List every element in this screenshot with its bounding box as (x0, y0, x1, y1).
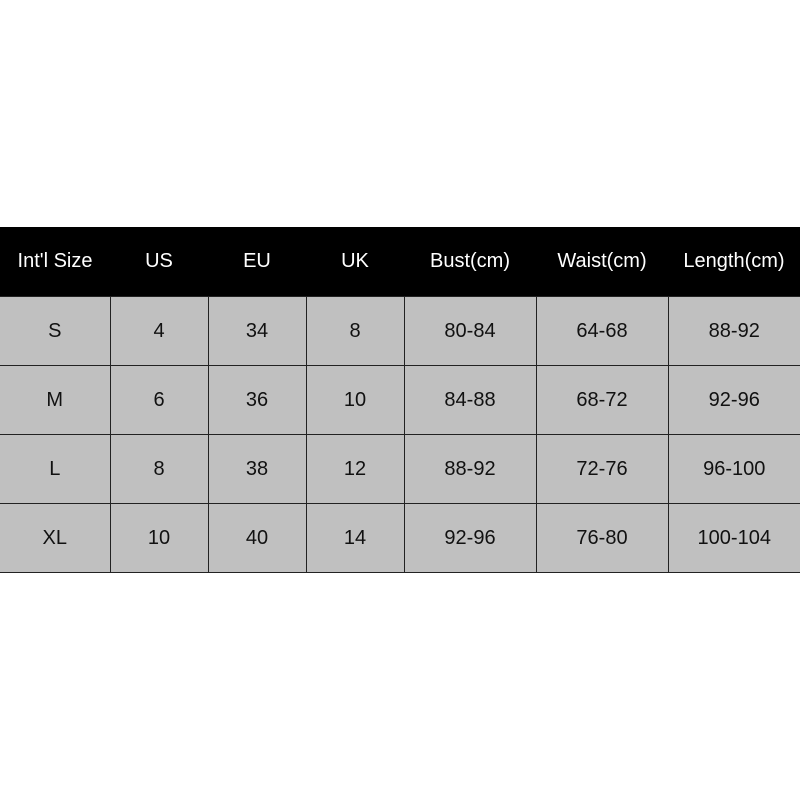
table-row: M 6 36 10 84-88 68-72 92-96 (0, 365, 800, 435)
table-cell: 6 (109, 365, 209, 435)
table-cell: XL (0, 503, 111, 573)
column-header: Bust(cm) (404, 227, 536, 297)
table-cell: 10 (305, 365, 405, 435)
table-cell: 10 (109, 503, 209, 573)
table-cell: 76-80 (535, 503, 669, 573)
column-header: UK (306, 227, 404, 297)
table-cell: 84-88 (403, 365, 537, 435)
size-chart-table: Int'l Size US EU UK Bust(cm) Waist(cm) Length(… (0, 227, 800, 573)
column-header: Length(cm) (668, 227, 800, 297)
table-cell: 36 (207, 365, 307, 435)
column-header: US (110, 227, 208, 297)
table-cell: 12 (305, 434, 405, 504)
table-cell: 72-76 (535, 434, 669, 504)
table-cell: 68-72 (535, 365, 669, 435)
table-cell: 8 (109, 434, 209, 504)
table-cell: M (0, 365, 111, 435)
table-row: XL 10 40 14 92-96 76-80 100-104 (0, 503, 800, 573)
header-row: Int'l Size US EU UK Bust(cm) Waist(cm) Length(… (0, 227, 800, 297)
table-cell: S (0, 296, 111, 366)
table-cell: 4 (109, 296, 209, 366)
column-header: Waist(cm) (536, 227, 668, 297)
table-cell: 88-92 (667, 296, 800, 366)
table-cell: 80-84 (403, 296, 537, 366)
table-row: S 4 34 8 80-84 64-68 88-92 (0, 296, 800, 366)
table-row: L 8 38 12 88-92 72-76 96-100 (0, 434, 800, 504)
table-cell: L (0, 434, 111, 504)
table-cell: 40 (207, 503, 307, 573)
table-cell: 14 (305, 503, 405, 573)
column-header: EU (208, 227, 306, 297)
column-header: Int'l Size (0, 227, 110, 297)
table-cell: 100-104 (667, 503, 800, 573)
table-cell: 34 (207, 296, 307, 366)
table-cell: 92-96 (667, 365, 800, 435)
table-cell: 92-96 (403, 503, 537, 573)
table-cell: 96-100 (667, 434, 800, 504)
table-cell: 88-92 (403, 434, 537, 504)
table-cell: 8 (305, 296, 405, 366)
table-cell: 64-68 (535, 296, 669, 366)
table-cell: 38 (207, 434, 307, 504)
